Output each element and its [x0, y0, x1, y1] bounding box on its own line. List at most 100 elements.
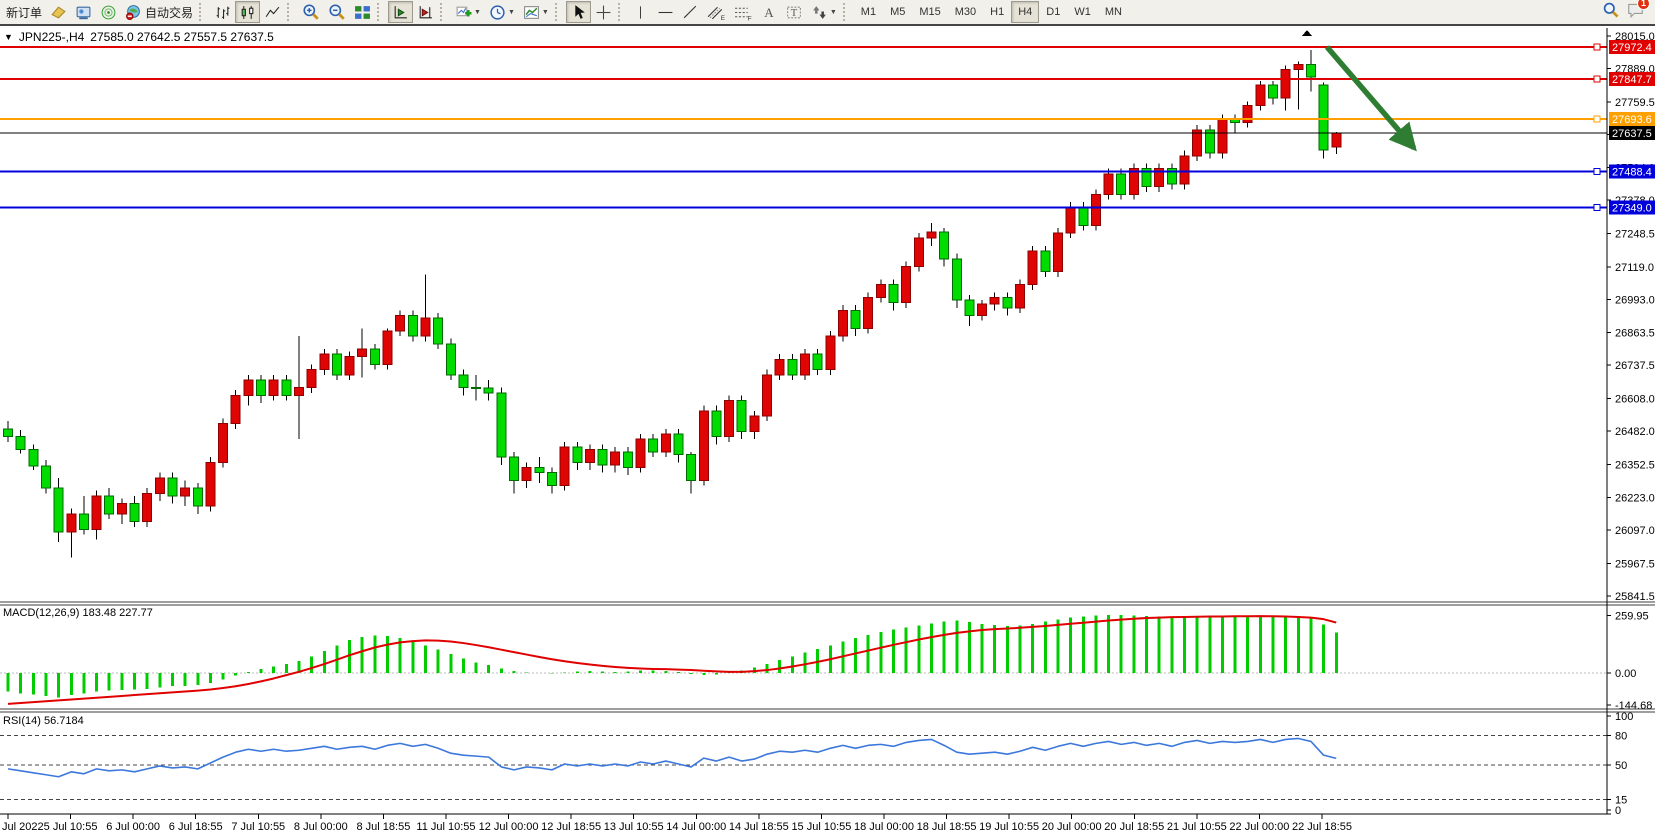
timeframe-m30-button[interactable]: M30 [948, 1, 983, 23]
fibonacci-button[interactable]: F [730, 1, 757, 23]
templates-icon [523, 4, 540, 21]
svg-text:T: T [791, 8, 798, 19]
svg-text:0.00: 0.00 [1615, 668, 1636, 680]
svg-text:20 Jul 00:00: 20 Jul 00:00 [1042, 821, 1102, 833]
svg-text:5 Jul 10:55: 5 Jul 10:55 [44, 821, 98, 833]
svg-text:26352.5: 26352.5 [1615, 459, 1655, 471]
timeframe-m15-button[interactable]: M15 [912, 1, 947, 23]
text-icon: A [761, 4, 777, 21]
timeframe-h1-button[interactable]: H1 [983, 1, 1011, 23]
svg-text:Jul 2022: Jul 2022 [2, 821, 44, 833]
search-icon[interactable] [1602, 1, 1620, 24]
equidistant-channel-button[interactable]: E [703, 1, 730, 23]
vertical-line-button[interactable] [629, 1, 653, 23]
symbol-dropdown-caret[interactable]: ▼ [4, 32, 13, 42]
svg-text:14 Jul 00:00: 14 Jul 00:00 [666, 821, 726, 833]
svg-text:27759.5: 27759.5 [1615, 97, 1655, 109]
zoom-out-button[interactable] [324, 1, 350, 23]
svg-text:27637.5: 27637.5 [1612, 128, 1652, 140]
crosshair-button[interactable] [591, 1, 616, 23]
svg-text:8 Jul 18:55: 8 Jul 18:55 [357, 821, 411, 833]
svg-text:27693.6: 27693.6 [1612, 114, 1652, 126]
svg-text:18 Jul 18:55: 18 Jul 18:55 [917, 821, 977, 833]
notifications-button[interactable]: 1 [1626, 0, 1650, 24]
profile-button[interactable] [71, 1, 96, 23]
signal-button[interactable] [96, 1, 121, 23]
templates-button[interactable]: ▼ [519, 1, 553, 23]
svg-text:27119.0: 27119.0 [1615, 262, 1654, 274]
timeframe-d1-button[interactable]: D1 [1039, 1, 1067, 23]
notification-badge: 1 [1637, 0, 1650, 10]
svg-text:E: E [721, 14, 725, 20]
svg-text:A: A [764, 5, 774, 20]
bar-chart-button[interactable] [210, 1, 235, 23]
timeframe-m5-button[interactable]: M5 [883, 1, 912, 23]
svg-text:27488.4: 27488.4 [1612, 167, 1652, 179]
svg-text:27248.5: 27248.5 [1615, 228, 1655, 240]
text-label-button[interactable]: T [781, 1, 807, 23]
indicators-button[interactable]: ▼ [451, 1, 485, 23]
autotrading-label: 自动交易 [145, 5, 194, 20]
toolbar: 新订单 自动交易 [0, 0, 1655, 26]
vertical-line-icon [633, 4, 648, 21]
macd-indicator-label: MACD(12,26,9) 183.48 227.77 [3, 607, 153, 619]
horizontal-line-icon [657, 4, 674, 21]
svg-text:26482.0: 26482.0 [1615, 426, 1655, 438]
svg-text:13 Jul 10:55: 13 Jul 10:55 [604, 821, 664, 833]
candlestick-chart-button[interactable] [235, 1, 261, 23]
svg-text:18 Jul 00:00: 18 Jul 00:00 [854, 821, 914, 833]
svg-text:259.95: 259.95 [1615, 610, 1649, 622]
periods-button[interactable]: ▼ [485, 1, 519, 23]
chevron-down-icon: ▼ [507, 8, 515, 16]
autotrading-button[interactable]: 自动交易 [121, 1, 197, 23]
svg-text:12 Jul 18:55: 12 Jul 18:55 [541, 821, 601, 833]
text-label-icon: T [785, 4, 803, 21]
toolbar-right: 1 [1602, 0, 1653, 24]
svg-text:26993.0: 26993.0 [1615, 294, 1655, 306]
auto-scroll-button[interactable] [388, 1, 414, 23]
timeframe-w1-button[interactable]: W1 [1067, 1, 1098, 23]
svg-text:25967.5: 25967.5 [1615, 558, 1655, 570]
cursor-button[interactable] [565, 1, 591, 23]
trendline-button[interactable] [678, 1, 703, 23]
svg-text:F: F [748, 15, 752, 21]
new-chart-button[interactable] [46, 1, 71, 23]
toolbar-grip [199, 3, 206, 21]
horizontal-line-button[interactable] [653, 1, 678, 23]
chart-title-row: ▼ JPN225-,H4 27585.0 27642.5 27557.5 276… [4, 30, 274, 44]
timeframe-h4-button[interactable]: H4 [1011, 1, 1040, 23]
chart-area[interactable]: 28015.027889.027759.527633.527504.027378… [0, 28, 1655, 834]
text-button[interactable]: A [757, 1, 781, 23]
fibonacci-icon: F [734, 4, 753, 21]
tile-windows-button[interactable] [350, 1, 375, 23]
symbol-period-label: JPN225-,H4 [18, 30, 85, 44]
toolbar-grip [617, 3, 625, 21]
svg-text:27847.7: 27847.7 [1612, 74, 1652, 86]
svg-text:14 Jul 18:55: 14 Jul 18:55 [729, 821, 789, 833]
zoom-out-icon [328, 3, 346, 21]
svg-text:8 Jul 00:00: 8 Jul 00:00 [294, 821, 348, 833]
timeframe-m1-button[interactable]: M1 [854, 1, 883, 23]
arrows-button[interactable]: ▼ [807, 1, 841, 23]
trendline-icon [682, 4, 699, 21]
indicators-icon [455, 4, 472, 21]
svg-text:12 Jul 00:00: 12 Jul 00:00 [479, 821, 539, 833]
signal-icon [100, 4, 117, 21]
svg-text:27349.0: 27349.0 [1612, 203, 1652, 215]
tile-windows-icon [354, 4, 371, 21]
line-chart-button[interactable] [260, 1, 285, 23]
new-order-button[interactable]: 新订单 [2, 1, 46, 23]
svg-text:6 Jul 18:55: 6 Jul 18:55 [169, 821, 223, 833]
timeframe-mn-button[interactable]: MN [1098, 1, 1129, 23]
svg-text:100: 100 [1615, 711, 1633, 723]
chart-shift-button[interactable] [413, 1, 438, 23]
svg-text:19 Jul 10:55: 19 Jul 10:55 [979, 821, 1039, 833]
new-chart-icon [50, 4, 67, 21]
svg-text:26097.0: 26097.0 [1615, 525, 1655, 537]
svg-text:20 Jul 18:55: 20 Jul 18:55 [1104, 821, 1164, 833]
svg-text:22 Jul 00:00: 22 Jul 00:00 [1229, 821, 1289, 833]
zoom-in-button[interactable] [298, 1, 324, 23]
svg-text:7 Jul 10:55: 7 Jul 10:55 [231, 821, 285, 833]
price-chart-canvas[interactable]: 28015.027889.027759.527633.527504.027378… [0, 28, 1655, 834]
